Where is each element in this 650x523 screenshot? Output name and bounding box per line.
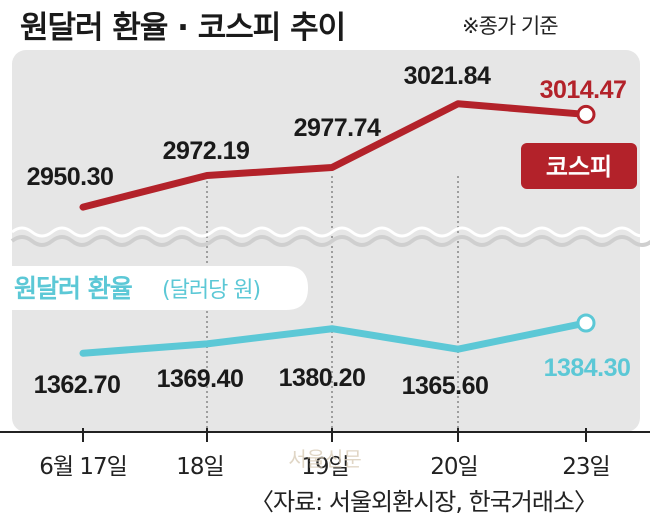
chart-title: 원달러 환율 · 코스피 추이 (20, 10, 346, 46)
kospi-value-label-3: 3021.84 (404, 62, 491, 90)
fx-value-label-2: 1380.20 (279, 364, 366, 392)
kospi-legend-badge: 코스피 (521, 143, 637, 189)
x-tick-label-4: 23일 (562, 454, 609, 480)
fx-end-marker (576, 313, 596, 333)
kospi-badge-bg (521, 143, 637, 189)
fx-line (79, 319, 590, 357)
x-tick-label-3: 20일 (430, 454, 477, 480)
axis-break-wave (11, 226, 650, 238)
x-tick-label-1: 18일 (176, 454, 223, 480)
kospi-legend-label: 코스피 (546, 153, 612, 181)
header: 원달러 환율 · 코스피 추이 ※종가 기준 (0, 0, 650, 46)
fx-legend-unit: (달러당 원) (162, 278, 260, 303)
source-note: 〈자료: 서울외환시장, 한국거래소〉 (250, 488, 598, 516)
fx-legend-label: 원달러 환율 (14, 274, 133, 303)
plot-background (12, 50, 640, 432)
kospi-value-label-0: 2950.30 (27, 163, 114, 191)
fx-value-label-3: 1365.60 (402, 372, 489, 400)
fx-tag-bg (0, 266, 308, 310)
kospi-value-label-1: 2972.19 (163, 137, 250, 165)
kospi-end-marker (576, 104, 596, 124)
kospi-line (79, 100, 590, 211)
kospi-value-label-2: 2977.74 (294, 114, 381, 142)
fx-value-label-4: 1384.30 (544, 354, 631, 382)
chart-note: ※종가 기준 (462, 14, 559, 38)
kospi-value-label-4: 3014.47 (540, 76, 627, 104)
fx-legend-tag: 원달러 환율 (달러당 원) (0, 266, 308, 310)
x-tick-label-2: 19일 (301, 454, 348, 480)
fx-value-label-0: 1362.70 (34, 371, 121, 399)
watermark: 서울신문 (288, 447, 362, 471)
fx-value-label-1: 1369.40 (157, 365, 244, 393)
x-tick-label-0: 6월 17일 (39, 454, 127, 480)
axis-break-wave-2 (10, 235, 650, 247)
